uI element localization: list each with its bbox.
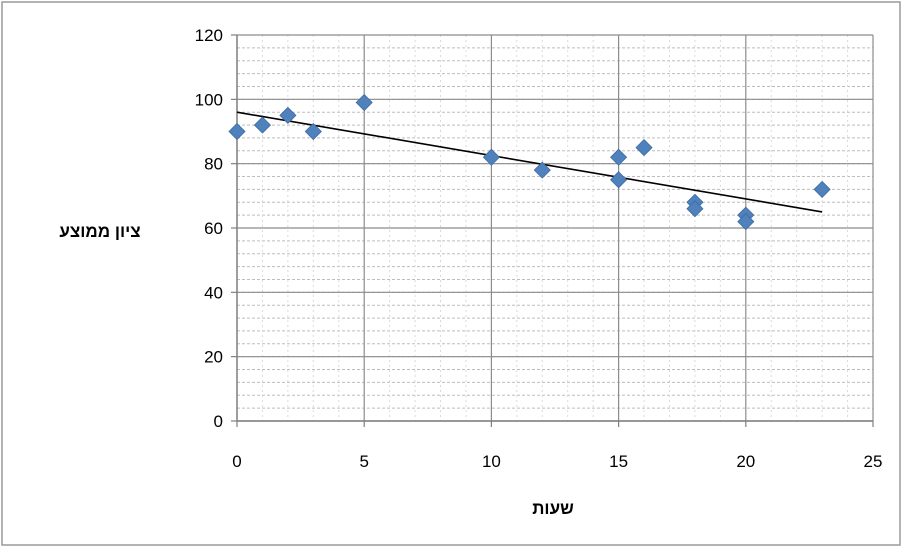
y-axis-title: ציון ממוצע bbox=[59, 222, 140, 241]
y-tick-label: 40 bbox=[204, 283, 223, 302]
x-tick-label: 20 bbox=[736, 452, 755, 471]
x-tick-label: 0 bbox=[232, 452, 241, 471]
data-point-diamond bbox=[279, 106, 297, 124]
x-tick-label: 25 bbox=[864, 452, 883, 471]
data-points bbox=[228, 93, 831, 231]
data-point-diamond bbox=[355, 93, 373, 112]
x-axis-title: שעות bbox=[532, 499, 574, 518]
x-tick-label: 15 bbox=[609, 452, 628, 471]
data-point-diamond bbox=[304, 122, 322, 141]
y-tick-label: 80 bbox=[204, 155, 223, 174]
y-tick-label: 20 bbox=[204, 348, 223, 367]
data-point-diamond bbox=[482, 148, 500, 166]
tick-labels: 0 5 10 15 20 25 0 20 40 60 80 100 120 bbox=[195, 26, 883, 471]
axes bbox=[231, 34, 874, 427]
data-point-diamond bbox=[737, 213, 755, 231]
data-point-diamond bbox=[813, 180, 831, 198]
data-point-diamond bbox=[533, 161, 551, 179]
data-point-diamond bbox=[228, 122, 246, 141]
x-tick-label: 5 bbox=[359, 452, 368, 471]
x-tick-label: 10 bbox=[482, 452, 501, 471]
data-point-diamond bbox=[686, 200, 704, 218]
trendline-group bbox=[236, 111, 823, 213]
y-tick-label: 60 bbox=[204, 219, 223, 238]
data-point-diamond bbox=[635, 139, 653, 157]
y-tick-label: 0 bbox=[214, 412, 223, 431]
data-point-diamond bbox=[253, 116, 272, 134]
trendline bbox=[236, 111, 823, 213]
data-point-diamond bbox=[610, 171, 628, 189]
y-tick-label: 100 bbox=[195, 90, 223, 109]
y-tick-label: 120 bbox=[195, 26, 223, 45]
data-point-diamond bbox=[610, 148, 628, 166]
